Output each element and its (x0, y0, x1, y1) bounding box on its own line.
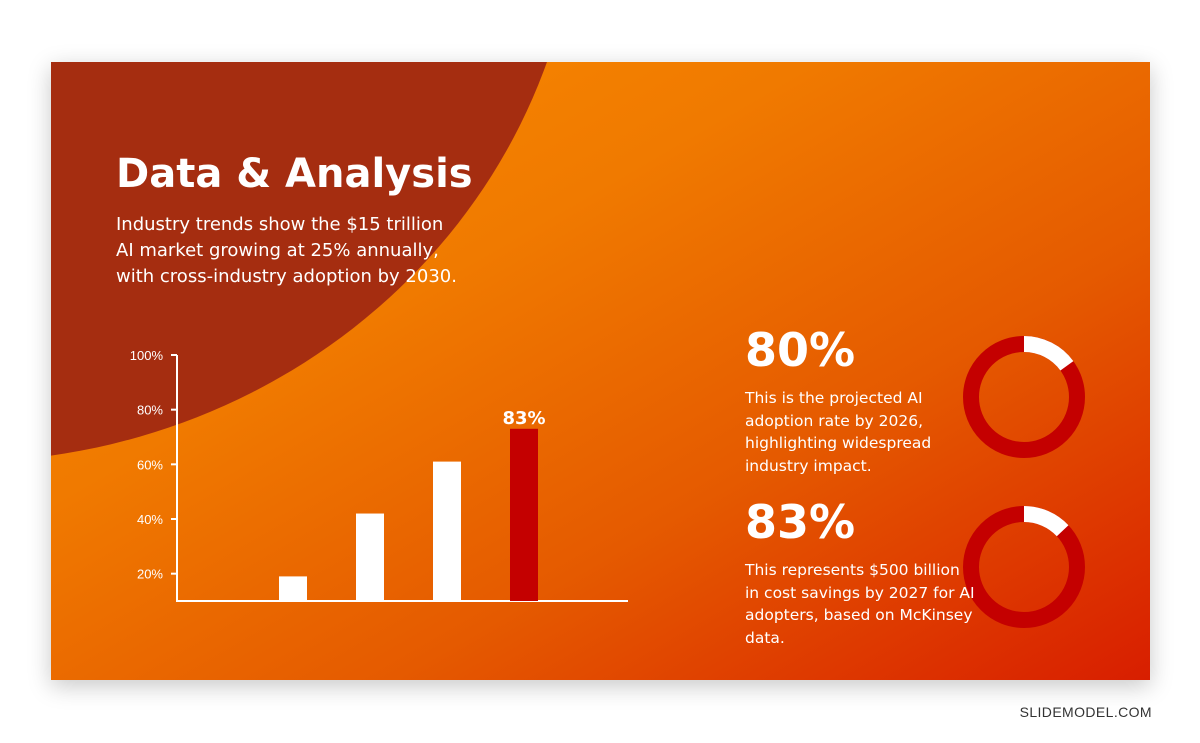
bar-highlight (510, 428, 538, 601)
slide: Data & Analysis Industry trends show the… (51, 62, 1150, 680)
stat-value-adoption: 80% (745, 323, 856, 377)
y-tick-label: 60% (137, 457, 163, 472)
bar (356, 513, 384, 601)
bar-highlight-label: 83% (502, 408, 545, 429)
bar (433, 461, 461, 601)
stat-desc-savings: This represents $500 billion in cost sav… (745, 561, 975, 647)
y-tick-label: 40% (137, 512, 163, 527)
stat-desc-adoption: This is the projected AI adoption rate b… (745, 389, 932, 475)
donut-segment (1023, 506, 1069, 537)
donut-charts (963, 336, 1085, 628)
stat-value-savings: 83% (745, 495, 856, 549)
y-tick-label: 100% (130, 348, 164, 363)
bar-chart: 20% 40% 60% 80% 100% 83% (130, 348, 628, 602)
donut-segment (1023, 336, 1074, 371)
footer-brand: SLIDEMODEL.COM (1019, 704, 1152, 720)
y-tick-label: 80% (137, 403, 163, 418)
y-tick-label: 20% (137, 567, 163, 582)
slide-subtitle: Industry trends show the $15 trillion AI… (116, 214, 457, 287)
slide-title: Data & Analysis (116, 151, 473, 197)
bar (279, 576, 307, 601)
